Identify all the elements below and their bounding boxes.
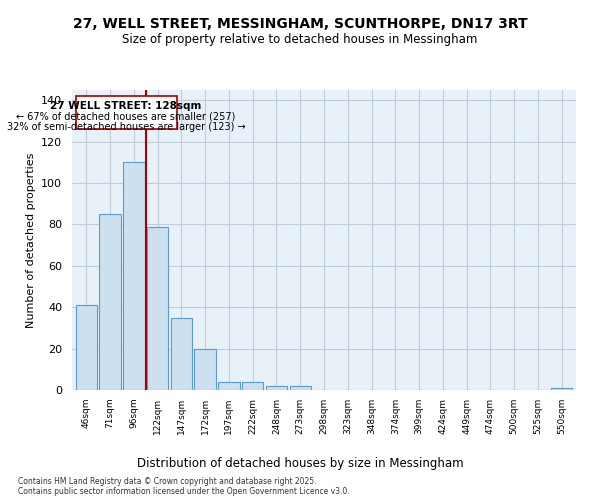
Text: ← 67% of detached houses are smaller (257): ← 67% of detached houses are smaller (25… (16, 112, 236, 122)
Bar (123, 162, 145, 390)
Bar (242, 382, 263, 390)
Bar (194, 348, 216, 390)
Bar (290, 386, 311, 390)
Bar (76, 305, 97, 390)
Bar (147, 226, 168, 390)
Text: Contains HM Land Registry data © Crown copyright and database right 2025.: Contains HM Land Registry data © Crown c… (18, 478, 317, 486)
Text: 27 WELL STREET: 128sqm: 27 WELL STREET: 128sqm (50, 102, 202, 112)
Bar (100, 214, 121, 390)
Y-axis label: Number of detached properties: Number of detached properties (26, 152, 35, 328)
Text: Contains public sector information licensed under the Open Government Licence v3: Contains public sector information licen… (18, 488, 350, 496)
Text: 27, WELL STREET, MESSINGHAM, SCUNTHORPE, DN17 3RT: 27, WELL STREET, MESSINGHAM, SCUNTHORPE,… (73, 18, 527, 32)
Bar (218, 382, 239, 390)
Text: Size of property relative to detached houses in Messingham: Size of property relative to detached ho… (122, 32, 478, 46)
FancyBboxPatch shape (76, 96, 176, 130)
Bar (170, 318, 192, 390)
Bar (551, 388, 572, 390)
Text: Distribution of detached houses by size in Messingham: Distribution of detached houses by size … (137, 458, 463, 470)
Text: 32% of semi-detached houses are larger (123) →: 32% of semi-detached houses are larger (… (7, 122, 245, 132)
Bar (266, 386, 287, 390)
